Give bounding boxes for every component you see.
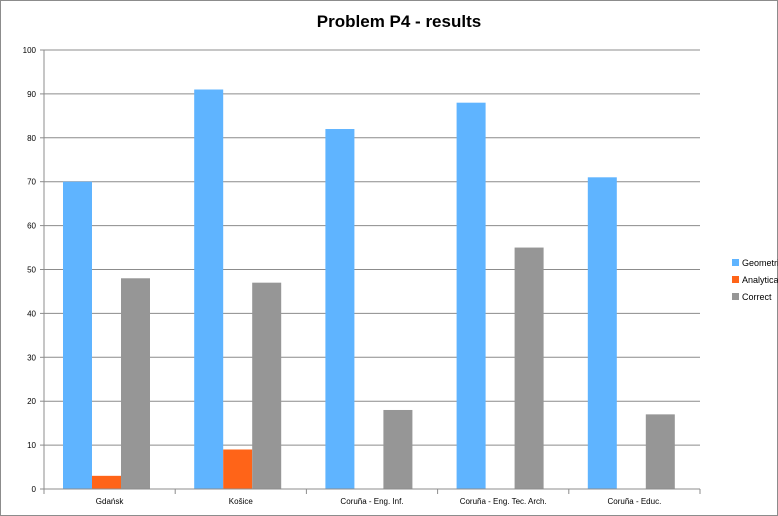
y-tick-label: 30 — [27, 353, 36, 362]
legend-item: Geometrical — [732, 254, 778, 271]
y-tick-label: 20 — [27, 397, 36, 406]
bar-geometrical — [587, 177, 617, 489]
legend-item: Correct — [732, 288, 778, 305]
bar-geometrical — [63, 181, 92, 489]
legend-label: Geometrical — [742, 257, 778, 268]
y-tick-label: 10 — [27, 441, 36, 450]
y-tick-label: 100 — [23, 46, 37, 55]
axes — [40, 49, 701, 494]
bar-correct — [514, 247, 544, 489]
y-tick-label: 80 — [27, 134, 36, 143]
x-tick-labels: Gdańsk Košice Coruña - Eng. Inf. Coruña - E… — [96, 497, 661, 506]
legend-label: Correct — [742, 291, 772, 302]
x-tick-label: Coruña - Educ. — [607, 497, 661, 506]
x-tick-label: Coruña - Eng. Inf. — [340, 497, 403, 506]
legend-swatch — [732, 276, 739, 283]
legend-item: Analytical — [732, 271, 778, 288]
chart-title: Problem P4 - results — [316, 12, 482, 31]
bar-correct — [383, 409, 413, 489]
bar-correct — [645, 414, 675, 489]
bar-geometrical — [456, 102, 486, 490]
y-tick-labels: 0 10 20 30 40 50 60 70 80 90 100 — [23, 46, 37, 494]
bar-geometrical — [325, 129, 355, 489]
y-tick-label: 0 — [32, 485, 37, 494]
bar-geometrical — [194, 89, 224, 489]
y-tick-label: 70 — [27, 178, 36, 187]
bar-analytical — [92, 475, 121, 489]
y-tick-label: 50 — [27, 266, 36, 275]
bar-correct — [121, 278, 150, 489]
y-tick-label: 40 — [27, 309, 36, 318]
x-tick-label: Gdańsk — [96, 497, 125, 506]
legend-label: Analytical — [742, 274, 778, 285]
y-tick-label: 90 — [27, 90, 36, 99]
legend-swatch — [732, 293, 739, 300]
bar-correct — [252, 282, 282, 489]
x-tick-label: Košice — [229, 497, 254, 506]
bars — [63, 89, 675, 490]
y-tick-label: 60 — [27, 222, 36, 231]
bar-analytical — [223, 449, 253, 489]
legend-swatch — [732, 259, 739, 266]
legend: Geometrical Analytical Correct — [732, 254, 778, 305]
x-tick-label: Coruña - Eng. Tec. Arch. — [460, 497, 547, 506]
